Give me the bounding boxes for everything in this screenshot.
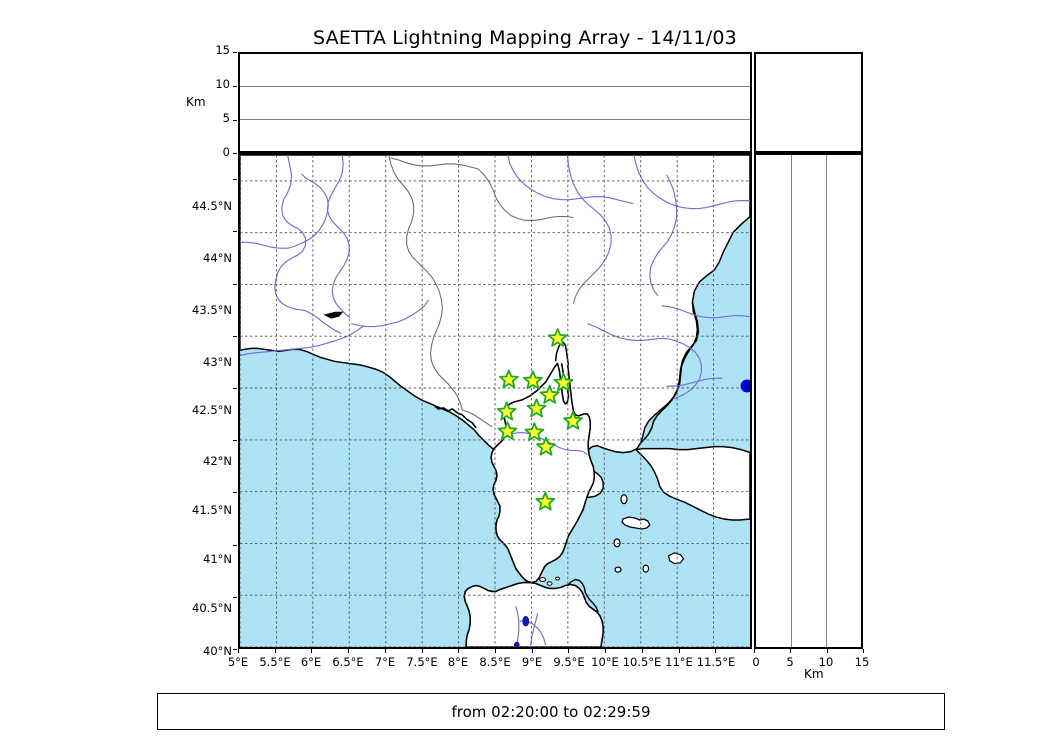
xtick-7E: 7°E	[374, 655, 396, 669]
xtick-5E: 5°E	[227, 655, 249, 669]
ytick-44N: 44°N	[203, 251, 232, 265]
time-range-text: from 02:20:00 to 02:29:59	[451, 702, 651, 721]
time-range-box: from 02:20:00 to 02:29:59	[157, 693, 945, 730]
map-xtick-mark	[531, 649, 533, 653]
ytick-43N: 43°N	[203, 355, 232, 369]
map-xtick-mark	[568, 649, 570, 653]
altitude-vs-latitude-panel	[754, 153, 863, 649]
station-marker	[497, 421, 518, 441]
top-ytick-0: 0	[222, 145, 230, 159]
station-marker	[553, 372, 574, 392]
station-marker	[524, 422, 545, 442]
map-ytick-mark	[233, 387, 237, 389]
map-xtick-mark	[458, 649, 460, 653]
right-gridline-5km	[791, 155, 792, 647]
map-ytick-mark	[233, 283, 237, 285]
station-marker	[535, 491, 556, 511]
right-panel-xtick-mark	[754, 649, 755, 653]
lightning-source-markers	[740, 379, 750, 393]
station-marker	[496, 401, 517, 421]
top-tick-mark-5	[233, 120, 237, 121]
xtick-6E: 6°E	[300, 655, 322, 669]
map-xtick-mark	[641, 649, 643, 653]
gridline-10km	[240, 86, 750, 87]
map-xtick-mark	[495, 649, 496, 653]
top-ytick-15: 15	[215, 43, 230, 57]
top-panel-ylabel: Km	[186, 95, 206, 109]
source-marker	[740, 379, 750, 393]
ytick-43-5N: 43.5°N	[192, 303, 232, 317]
xtick-8E: 8°E	[447, 655, 469, 669]
right-panel-xtick-mark	[863, 649, 864, 653]
right-panel-xlabel: Km	[804, 667, 824, 681]
xtick-7-5E: 7.5°E	[406, 655, 438, 669]
map-xtick-mark	[348, 649, 350, 653]
top-ytick-10: 10	[215, 77, 230, 91]
map-xtick-mark	[274, 649, 276, 653]
map-ytick-mark	[233, 649, 237, 650]
altitude-vs-longitude-panel	[238, 52, 752, 153]
right-xtick-15: 15	[854, 655, 870, 669]
map-xtick-mark	[605, 649, 607, 653]
map-ytick-mark	[233, 335, 237, 337]
map-ytick-mark	[233, 492, 237, 494]
ytick-42-5N: 42.5°N	[192, 403, 232, 417]
station-marker	[547, 328, 568, 347]
map-ytick-mark	[233, 179, 237, 181]
xtick-5-5E: 5.5°E	[259, 655, 291, 669]
ytick-44-5N: 44.5°N	[192, 199, 232, 213]
right-xtick-10: 10	[818, 655, 834, 669]
ytick-42N: 42°N	[203, 454, 232, 468]
map-geography	[240, 155, 750, 647]
lightning-map[interactable]	[238, 153, 752, 649]
xtick-10E: 10°E	[591, 655, 619, 669]
xtick-11-5E: 11.5°E	[696, 655, 736, 669]
altitude-histogram-panel	[754, 52, 863, 153]
map-xtick-mark	[311, 649, 313, 653]
top-tick-mark-15	[233, 52, 237, 53]
right-gridline-10km	[826, 155, 827, 647]
xtick-9-5E: 9.5°E	[553, 655, 585, 669]
station-marker	[526, 398, 547, 418]
page-title: SAETTA Lightning Mapping Array - 14/11/0…	[313, 27, 737, 49]
station-marker	[498, 369, 519, 389]
ytick-41-5N: 41.5°N	[192, 503, 232, 517]
station-marker	[563, 410, 583, 430]
map-xtick-mark	[384, 649, 386, 653]
gridline-5km	[240, 119, 750, 120]
lma-station-markers	[496, 328, 583, 511]
xtick-10-5E: 10.5°E	[622, 655, 662, 669]
station-marker	[536, 436, 556, 456]
xtick-9E: 9°E	[521, 655, 543, 669]
station-marker	[523, 370, 543, 390]
xtick-11E: 11°E	[665, 655, 693, 669]
map-xtick-mark	[715, 649, 717, 653]
ytick-40N: 40°N	[203, 644, 232, 658]
ytick-40-5N: 40.5°N	[192, 601, 232, 615]
xtick-6-5E: 6.5°E	[332, 655, 364, 669]
xtick-8-5E: 8.5°E	[479, 655, 511, 669]
ytick-41N: 41°N	[203, 552, 232, 566]
map-ytick-mark	[233, 544, 237, 546]
map-ytick-mark	[233, 596, 237, 598]
map-ytick-mark	[233, 231, 237, 233]
right-panel-xtick-mark	[826, 649, 828, 653]
top-tick-mark-0	[233, 153, 237, 154]
right-xtick-5: 5	[786, 655, 794, 669]
right-xtick-0: 0	[752, 655, 760, 669]
top-ytick-5: 5	[222, 111, 230, 125]
station-marker	[539, 384, 560, 404]
map-ytick-mark	[233, 440, 237, 442]
map-xtick-mark	[421, 649, 423, 653]
top-tick-mark-10	[233, 86, 237, 87]
map-xtick-mark	[238, 649, 239, 653]
map-xtick-mark	[678, 649, 680, 653]
right-panel-xtick-mark	[790, 649, 792, 653]
